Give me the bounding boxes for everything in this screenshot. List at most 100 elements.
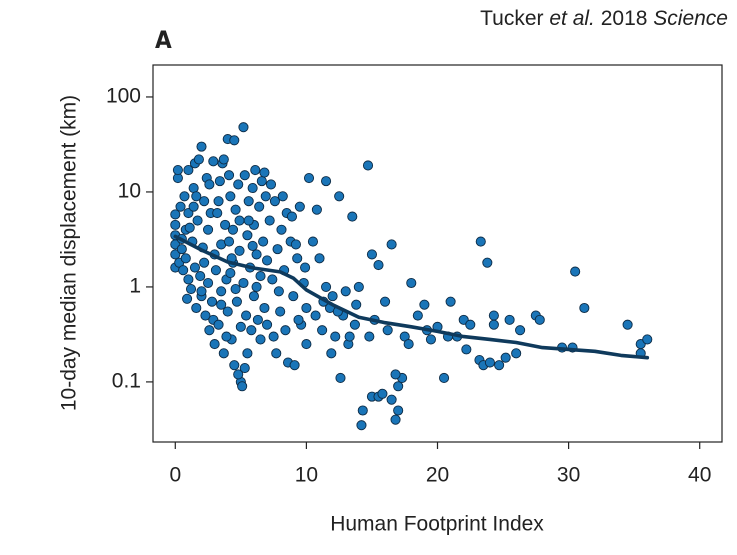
point [251, 281, 262, 292]
point [484, 357, 495, 368]
point [264, 215, 275, 226]
point [303, 173, 315, 184]
y-tick-label: 100 [106, 85, 141, 108]
point [180, 253, 191, 264]
point [366, 249, 377, 260]
point [218, 154, 229, 165]
point [321, 176, 332, 187]
point [327, 291, 338, 302]
attribution-etal: et al. [549, 7, 595, 30]
point [185, 283, 197, 295]
point [390, 369, 401, 380]
point [212, 207, 223, 219]
point [294, 201, 305, 212]
point [488, 319, 499, 330]
point [386, 239, 397, 250]
point [248, 291, 260, 302]
point [208, 156, 219, 167]
point [225, 267, 236, 279]
point [246, 325, 257, 336]
point [340, 286, 351, 297]
point [227, 224, 239, 235]
point [203, 224, 214, 235]
point [393, 381, 404, 392]
point [252, 314, 263, 325]
point [515, 325, 526, 336]
point [494, 360, 505, 371]
point [172, 165, 183, 176]
point [390, 414, 401, 425]
point [288, 291, 299, 302]
y-tick-label: 10 [118, 179, 141, 202]
point [247, 182, 258, 194]
point [233, 179, 244, 190]
point [262, 255, 273, 266]
attribution-journal: Science [653, 7, 728, 30]
point [534, 314, 545, 325]
point [267, 274, 278, 285]
point [262, 319, 273, 330]
point [188, 201, 199, 212]
x-tick-label: 20 [426, 464, 449, 487]
attribution-year: 2018 [601, 7, 648, 30]
point [293, 314, 304, 325]
point [206, 296, 218, 307]
point [286, 211, 298, 222]
point [234, 245, 245, 256]
point [204, 325, 215, 336]
point [349, 319, 360, 330]
x-tick-label: 0 [169, 464, 181, 487]
point [300, 262, 311, 273]
point [204, 179, 215, 190]
point [500, 352, 511, 363]
point [642, 334, 653, 345]
point [183, 274, 194, 285]
point [570, 266, 581, 277]
point [301, 302, 312, 314]
trend-line [173, 234, 650, 360]
point [189, 262, 201, 273]
point [280, 325, 291, 336]
point [170, 219, 181, 230]
point [225, 191, 236, 202]
point [353, 281, 364, 292]
point [314, 253, 325, 264]
point [439, 372, 450, 384]
point [445, 296, 456, 307]
point [199, 196, 210, 207]
point [223, 170, 235, 181]
point [273, 286, 284, 297]
point [242, 348, 253, 359]
point [482, 257, 493, 268]
point [268, 331, 279, 342]
point [237, 381, 248, 392]
point [254, 201, 265, 212]
point [256, 176, 267, 187]
point [351, 299, 362, 310]
point [406, 277, 417, 289]
point [238, 122, 249, 133]
point [276, 224, 287, 235]
point [317, 325, 328, 336]
point [243, 196, 254, 207]
x-tick-label: 30 [557, 464, 580, 487]
point [234, 215, 245, 226]
point [213, 196, 224, 207]
point [347, 211, 358, 222]
point [465, 319, 476, 330]
point [188, 182, 199, 194]
point [255, 271, 266, 282]
point [259, 167, 270, 178]
point [393, 405, 404, 416]
point [364, 331, 375, 342]
point [326, 348, 337, 359]
point [203, 277, 214, 289]
x-tick-label: 40 [688, 464, 711, 487]
point [310, 310, 321, 321]
point [311, 204, 322, 215]
point [403, 339, 414, 350]
y-tick-label: 1 [129, 274, 141, 297]
point [182, 293, 193, 304]
